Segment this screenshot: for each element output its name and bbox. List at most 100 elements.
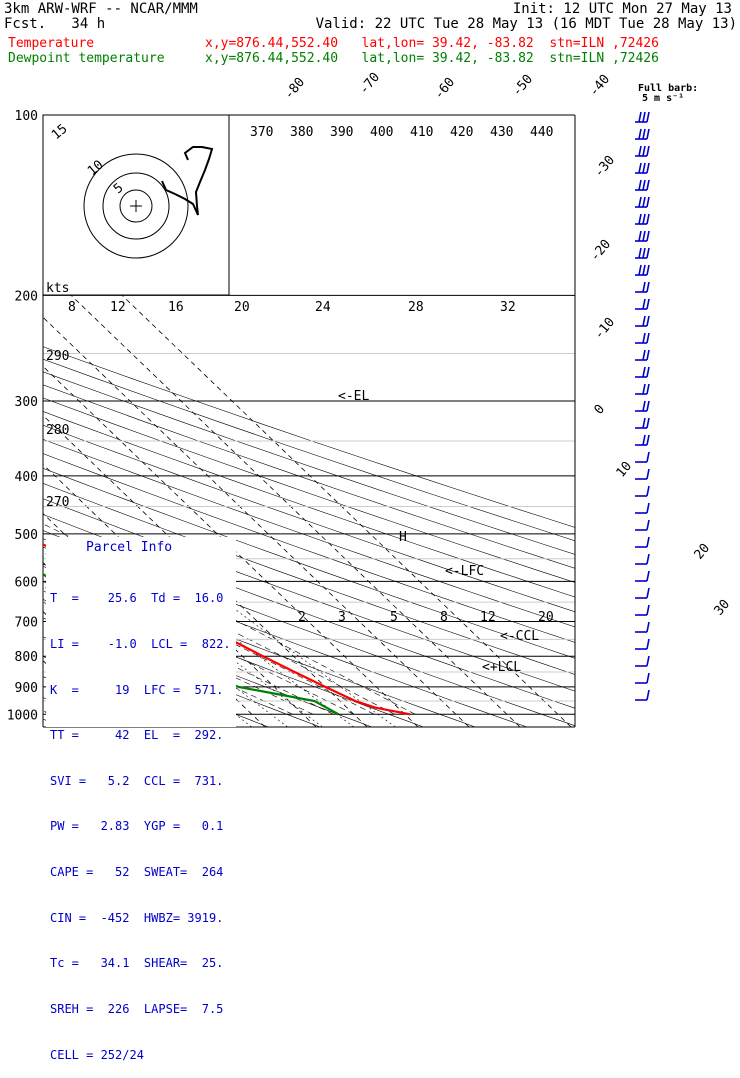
wind-barb-flag [646,179,650,191]
forecast-hour: Fcst. 34 h [4,16,106,32]
pressure-tick-label: 600 [15,575,38,590]
wind-barb-flag [638,145,642,157]
level-marker-label: <-CCL [500,629,539,644]
wind-barb-flag [646,468,650,480]
pressure-tick-label: 100 [15,109,38,124]
wind-barb-flag [646,417,650,429]
wind-barb-flag [642,111,646,123]
hodograph-ring-middle [102,172,170,240]
mixing-ratio-line [197,581,396,727]
wind-barb-flag [646,451,650,463]
theta-e-label: 290 [46,349,69,364]
dry-adiabat-line [43,453,575,643]
wind-barb-flag [642,332,646,344]
isotherm-line [43,365,419,727]
barb-legend-title: Full barb: [638,83,699,94]
hodograph-trace [161,146,214,216]
hodograph: 5 10 15 kts [42,114,230,296]
wind-barb-flag [642,145,646,157]
parcel-row: T = 25.6 Td = 16.0 [50,591,224,606]
isotherm-tick-label: -70 [357,70,384,98]
dry-adiabat-line [43,438,575,628]
wind-barb-flag [646,383,650,395]
dewpoint-location: x,y=876.44,552.40 lat,lon= 39.42, -83.82… [205,51,659,66]
temperature-trace [43,543,411,716]
parcel-row: Tc = 34.1 SHEAR= 25. [50,956,224,971]
wind-speed-label: 32 [500,300,516,315]
wind-barb-flag [646,553,650,565]
parcel-row: CIN = -452 HWBZ= 3919. [50,910,224,925]
wind-barb-flag [646,434,650,446]
isotherm-tick-label: 10 [614,459,636,481]
wind-speed-label: 28 [408,300,424,315]
wind-barb-flag [646,502,650,514]
barb-legend-units: 5 m s⁻¹ [642,93,685,104]
wind-barb-flag [642,128,646,140]
wind-barb-flag [646,519,650,531]
freezing-level-marker: H [399,530,407,545]
pressure-tick-label: 500 [15,528,38,543]
pressure-tick-label: 800 [15,650,38,665]
theta-label: 370 [250,125,273,140]
parcel-row: K = 19 LFC = 571. [50,682,224,697]
model-title: 3km ARW-WRF -- NCAR/MMM [4,1,198,17]
mixing-ratio-label: 12 [480,610,496,625]
wind-barb-flag [646,689,650,701]
wind-barb-flag [646,213,650,225]
wind-speed-label: 20 [234,300,250,315]
parcel-row: CAPE = 52 SWEAT= 264 [50,865,224,880]
isotherm-tick-label: -20 [588,237,615,265]
wind-barb-flag [642,281,646,293]
mixing-ratio-label: 20 [538,610,554,625]
theta-e-label: 280 [46,423,69,438]
wind-barb-flag [642,383,646,395]
moist-adiabat-line [43,565,355,715]
isotherm-tick-label: -80 [282,75,309,103]
valid-time: Valid: 22 UTC Tue 28 May 13 (16 MDT Tue … [315,16,737,32]
dry-adiabat-line [43,346,575,528]
mixing-ratio-line [158,581,355,727]
wind-barb-flag [646,111,650,123]
wind-barb-flag [638,264,642,276]
wind-barb-flag [646,400,650,412]
wind-barb-flag [646,162,650,174]
wind-barb-flag [638,196,642,208]
wind-barb-flag [642,264,646,276]
wind-barb-flag [642,366,646,378]
dewpoint-legend: Dewpoint temperature [8,51,165,66]
wind-barb-flag [646,128,650,140]
mixing-ratio-label: 3 [338,610,346,625]
theta-label: 410 [410,125,433,140]
isotherm-tick-label: -40 [587,72,614,100]
parcel-row: CELL = 252/24 [50,1047,144,1062]
wind-barb-flag [646,349,650,361]
mixing-ratio-label: 8 [440,610,448,625]
isotherm-tick-label: -60 [432,75,459,103]
wind-barbs [635,111,650,701]
wind-barb-flag [642,179,646,191]
level-marker-label: <-LFC [445,564,484,579]
wind-barb-flag [646,298,650,310]
wind-barb-flag [642,213,646,225]
wind-barb-flag [642,349,646,361]
wind-barb-flag [642,315,646,327]
parcel-info-title: Parcel Info [86,540,173,555]
parcel-row: SREH = 226 LAPSE= 7.5 [50,1001,224,1016]
theta-label: 440 [530,125,553,140]
temperature-location: x,y=876.44,552.40 lat,lon= 39.42, -83.82… [205,36,659,51]
init-time: Init: 12 UTC Mon 27 May 13 [512,1,732,17]
parcel-row: PW = 2.83 YGP = 0.1 [50,819,224,834]
wind-barb-flag [646,230,650,242]
wind-barb-flag [638,162,642,174]
dry-adiabat-line [43,424,575,613]
dry-adiabat-line [43,482,575,675]
dry-adiabat-line [43,599,372,727]
wind-barb-flag [646,638,650,650]
isotherm-line [43,414,368,727]
wind-barb-flag [646,672,650,684]
wind-barb-flag [646,621,650,633]
parcel-row: LI = -1.0 LCL = 822. [50,637,231,652]
wind-speed-label: 8 [68,300,76,315]
theta-label: 430 [490,125,513,140]
